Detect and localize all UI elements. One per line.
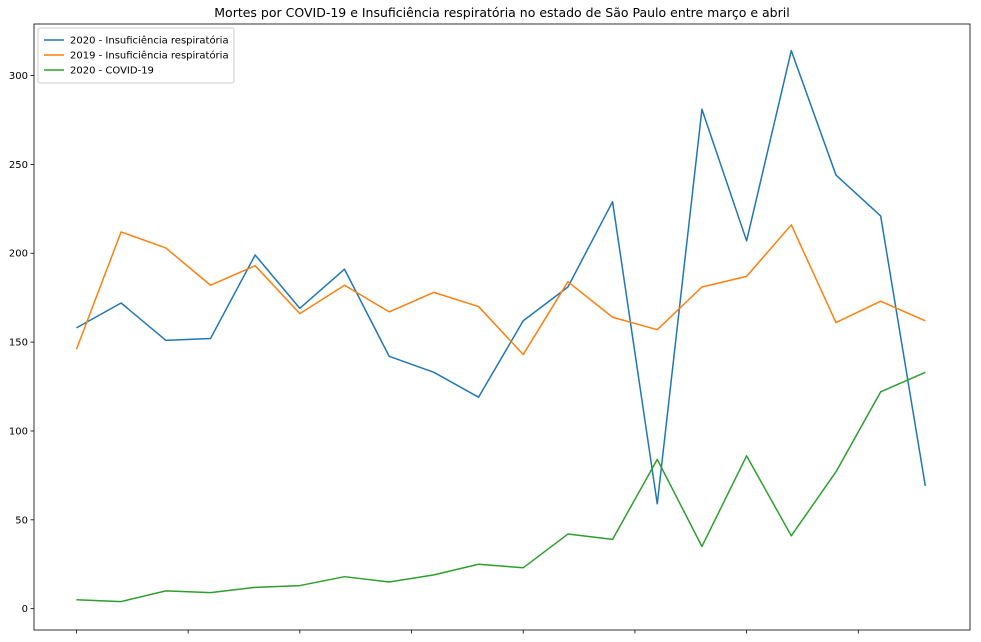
legend-label: 2020 - Insuficiência respiratória — [70, 35, 229, 47]
plot-area — [75, 49, 927, 603]
legend-box — [37, 27, 235, 84]
chart-title: Mortes por COVID-19 e Insuficiência resp… — [214, 5, 789, 20]
y-tick-label: 0 — [22, 604, 28, 615]
y-tick-label: 300 — [9, 71, 28, 82]
y-tick-label: 150 — [9, 338, 28, 349]
series-line-3 — [76, 371, 926, 603]
legend-label: 2019 - Insuficiência respiratória — [70, 50, 229, 62]
y-tick-label: 200 — [9, 249, 28, 260]
legend: 2020 - Insuficiência respiratória 2019 - … — [37, 27, 235, 84]
legend-label: 2020 - COVID-19 — [70, 66, 154, 77]
axes: 0 50 100 150 200 250 300 — [9, 23, 971, 634]
series-line-1 — [76, 49, 927, 505]
series-line-2 — [75, 224, 926, 356]
y-tick-label: 100 — [9, 426, 28, 437]
plot-frame — [33, 23, 971, 631]
y-tick-label: 250 — [9, 160, 28, 171]
y-tick-label: 50 — [15, 515, 28, 526]
